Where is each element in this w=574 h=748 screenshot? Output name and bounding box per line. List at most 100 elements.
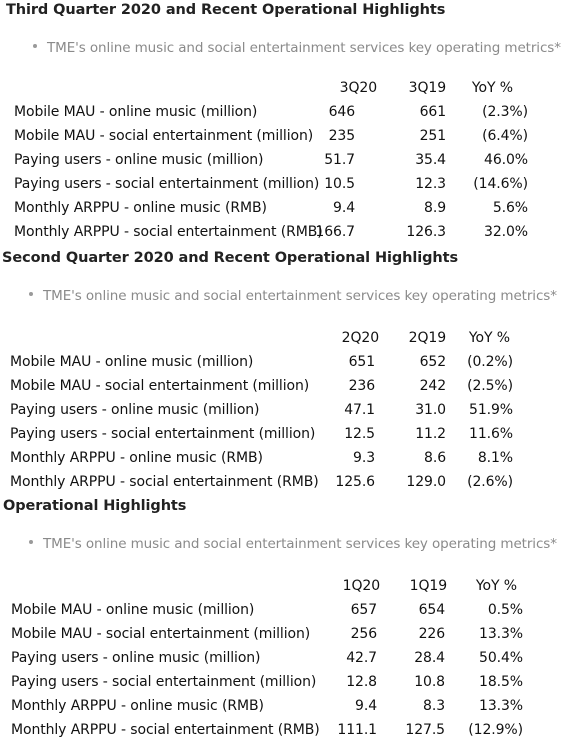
row-value: 654 <box>418 602 446 618</box>
bullet-text: TME's online music and social entertainm… <box>47 40 561 56</box>
table-row: Monthly ARPPU - social entertainment (RM… <box>0 722 574 746</box>
column-header: 3Q19 <box>408 80 446 96</box>
row-value: 652 <box>419 354 447 370</box>
bullet-dot-icon <box>33 44 37 48</box>
row-value: 0.5% <box>487 602 523 618</box>
row-label: Mobile MAU - online music (million) <box>11 602 255 618</box>
row-value: 256 <box>350 626 378 642</box>
bullet-dot-icon <box>29 292 33 296</box>
row-value: 235 <box>328 128 356 144</box>
row-value: 8.9 <box>424 200 446 216</box>
row-value: 12.3 <box>415 176 446 192</box>
row-label: Paying users - online music (million) <box>14 152 264 168</box>
row-label: Monthly ARPPU - social entertainment (RM… <box>14 224 323 240</box>
row-value: 32.0% <box>484 224 528 240</box>
row-label: Mobile MAU - social entertainment (milli… <box>14 128 314 144</box>
row-value: (2.5%) <box>467 378 513 394</box>
table-row: Paying users - social entertainment (mil… <box>0 674 574 698</box>
row-value: 8.6 <box>424 450 446 466</box>
row-value: 47.1 <box>344 402 375 418</box>
section-heading: Third Quarter 2020 and Recent Operationa… <box>6 2 446 18</box>
row-value: 42.7 <box>346 650 377 666</box>
row-label: Monthly ARPPU - online music (RMB) <box>11 698 264 714</box>
row-value: 236 <box>348 378 376 394</box>
row-value: 51.9% <box>469 402 513 418</box>
bullet-item: TME's online music and social entertainm… <box>29 536 557 552</box>
row-value: 166.7 <box>315 224 355 240</box>
row-label: Mobile MAU - online music (million) <box>10 354 254 370</box>
table-row: Paying users - social entertainment (mil… <box>0 176 574 200</box>
column-header: YoY % <box>471 80 513 96</box>
table-row: Mobile MAU - online music (million) 657 … <box>0 602 574 626</box>
row-label: Paying users - social entertainment (mil… <box>14 176 320 192</box>
table-header-row: 3Q20 3Q19 YoY % <box>0 80 574 104</box>
row-value: 661 <box>419 104 447 120</box>
table-row: Monthly ARPPU - online music (RMB) 9.4 8… <box>0 200 574 224</box>
table-header-row: 1Q20 1Q19 YoY % <box>0 578 574 602</box>
row-value: 10.5 <box>324 176 355 192</box>
row-value: 5.6% <box>492 200 528 216</box>
table-row: Monthly ARPPU - social entertainment (RM… <box>0 474 574 498</box>
table-row: Mobile MAU - social entertainment (milli… <box>0 626 574 650</box>
row-value: 126.3 <box>406 224 446 240</box>
column-header: YoY % <box>468 330 510 346</box>
section-heading: Second Quarter 2020 and Recent Operation… <box>2 250 458 266</box>
table-row: Monthly ARPPU - social entertainment (RM… <box>0 224 574 248</box>
row-value: 9.3 <box>353 450 375 466</box>
column-header: YoY % <box>475 578 517 594</box>
column-header: 2Q19 <box>408 330 446 346</box>
table-row: Monthly ARPPU - online music (RMB) 9.3 8… <box>0 450 574 474</box>
row-value: 10.8 <box>414 674 445 690</box>
row-value: 35.4 <box>415 152 446 168</box>
table-row: Mobile MAU - online music (million) 651 … <box>0 354 574 378</box>
column-header: 3Q20 <box>339 80 377 96</box>
bullet-item: TME's online music and social entertainm… <box>33 40 561 56</box>
row-value: 125.6 <box>335 474 375 490</box>
row-value: 46.0% <box>484 152 528 168</box>
row-value: 13.3% <box>479 626 523 642</box>
column-header: 1Q20 <box>342 578 380 594</box>
row-value: 646 <box>328 104 356 120</box>
column-header: 1Q19 <box>409 578 447 594</box>
row-value: 13.3% <box>479 698 523 714</box>
bullet-text: TME's online music and social entertainm… <box>43 536 557 552</box>
row-label: Mobile MAU - social entertainment (milli… <box>10 378 310 394</box>
column-header: 2Q20 <box>341 330 379 346</box>
row-value: (2.3%) <box>482 104 528 120</box>
row-value: 12.5 <box>344 426 375 442</box>
row-value: (2.6%) <box>467 474 513 490</box>
table-header-row: 2Q20 2Q19 YoY % <box>0 330 574 354</box>
row-value: 11.6% <box>469 426 513 442</box>
row-label: Monthly ARPPU - social entertainment (RM… <box>10 474 319 490</box>
row-value: 127.5 <box>405 722 445 738</box>
row-label: Paying users - social entertainment (mil… <box>11 674 317 690</box>
row-value: 8.1% <box>477 450 513 466</box>
row-value: 251 <box>419 128 447 144</box>
row-value: 111.1 <box>337 722 377 738</box>
row-value: 51.7 <box>324 152 355 168</box>
row-label: Monthly ARPPU - online music (RMB) <box>10 450 263 466</box>
row-value: 8.3 <box>423 698 445 714</box>
row-label: Mobile MAU - online music (million) <box>14 104 258 120</box>
table-row: Mobile MAU - online music (million) 646 … <box>0 104 574 128</box>
row-label: Paying users - social entertainment (mil… <box>10 426 316 442</box>
row-value: 651 <box>348 354 376 370</box>
row-value: (6.4%) <box>482 128 528 144</box>
row-value: 12.8 <box>346 674 377 690</box>
row-value: (0.2%) <box>467 354 513 370</box>
row-value: 226 <box>418 626 446 642</box>
bullet-text: TME's online music and social entertainm… <box>43 288 557 304</box>
row-value: (14.6%) <box>473 176 528 192</box>
bullet-dot-icon <box>29 540 33 544</box>
table-row: Paying users - online music (million) 47… <box>0 402 574 426</box>
row-value: 11.2 <box>415 426 446 442</box>
table-row: Paying users - online music (million) 51… <box>0 152 574 176</box>
row-value: 9.4 <box>333 200 355 216</box>
row-label: Monthly ARPPU - social entertainment (RM… <box>11 722 320 738</box>
row-value: 50.4% <box>479 650 523 666</box>
row-value: (12.9%) <box>468 722 523 738</box>
row-label: Mobile MAU - social entertainment (milli… <box>11 626 311 642</box>
section-heading: Operational Highlights <box>3 498 187 514</box>
row-value: 9.4 <box>355 698 377 714</box>
row-label: Monthly ARPPU - online music (RMB) <box>14 200 267 216</box>
